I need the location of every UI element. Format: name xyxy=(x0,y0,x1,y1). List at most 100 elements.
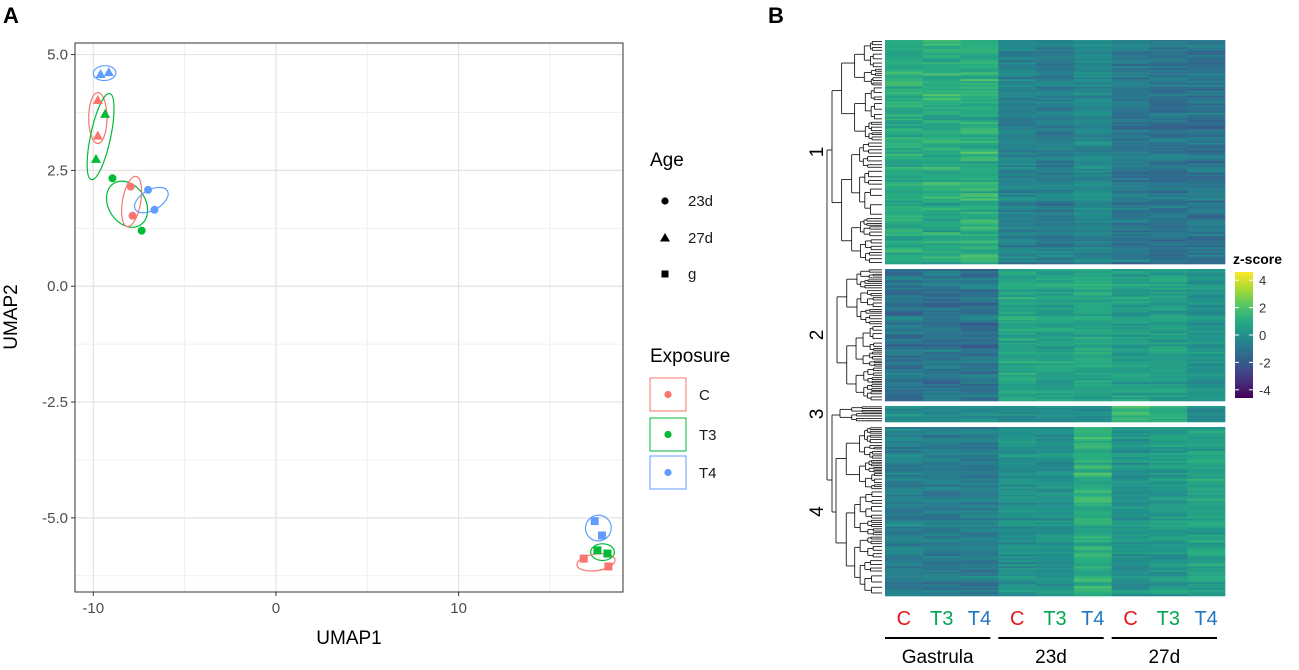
heatmap-cell xyxy=(885,308,924,311)
heatmap-cell xyxy=(1187,562,1226,565)
heatmap-cell xyxy=(922,304,961,308)
heatmap-cell xyxy=(1111,500,1150,503)
heatmap-cell xyxy=(1036,148,1075,151)
heatmap-cell xyxy=(960,189,999,192)
heatmap-cell xyxy=(1149,524,1188,527)
heatmap-cell xyxy=(998,436,1037,440)
heatmap-cell xyxy=(1036,570,1075,573)
heatmap-cell xyxy=(1073,420,1112,423)
heatmap-cell xyxy=(1187,105,1226,108)
heatmap-cell xyxy=(1036,208,1075,211)
heatmap-cell xyxy=(1149,165,1188,168)
heatmap-cell xyxy=(1149,127,1188,130)
heatmap-cell xyxy=(960,391,999,394)
heatmap-cell xyxy=(1111,350,1150,353)
heatmap-cell xyxy=(1073,448,1112,452)
heatmap-cell xyxy=(1149,191,1188,194)
heatmap-cell xyxy=(960,584,999,587)
heatmap-cell xyxy=(922,321,961,324)
heatmap-cell xyxy=(1036,584,1075,587)
heatmap-cell xyxy=(922,66,961,69)
heatmap-cell xyxy=(1073,506,1112,509)
heatmap-cell xyxy=(960,97,999,101)
heatmap-cell xyxy=(1036,588,1075,591)
heatmap-cell xyxy=(1073,118,1112,121)
heatmap-cell xyxy=(998,204,1037,207)
heatmap-cell xyxy=(1187,432,1226,436)
heatmap-cell xyxy=(1187,101,1226,104)
heatmap-cell xyxy=(922,399,961,402)
heatmap-cell xyxy=(1036,340,1075,343)
heatmap-cell xyxy=(1187,321,1226,324)
heatmap-cell xyxy=(1187,99,1226,102)
column-label: T3 xyxy=(1157,608,1180,630)
heatmap-cell xyxy=(1073,40,1112,43)
heatmap-cell xyxy=(960,494,999,497)
heatmap-cell xyxy=(1073,194,1112,198)
heatmap-cell xyxy=(922,45,961,48)
heatmap-cell xyxy=(1073,287,1112,291)
heatmap-cell xyxy=(960,468,999,472)
heatmap-cell xyxy=(1036,301,1075,304)
heatmap-cell xyxy=(960,295,999,298)
heatmap-cell xyxy=(1036,540,1075,543)
heatmap-cell xyxy=(1036,133,1075,136)
heatmap-cell xyxy=(1149,178,1188,181)
heatmap-cell xyxy=(1111,101,1150,104)
scatter-point xyxy=(95,69,106,79)
heatmap-cell xyxy=(1149,105,1188,108)
heatmap-cell xyxy=(1187,304,1226,308)
heatmap-cell xyxy=(1149,434,1188,438)
heatmap-cell xyxy=(1149,412,1188,415)
heatmap-cell xyxy=(885,516,924,519)
heatmap-cell xyxy=(1187,393,1226,396)
heatmap-cell xyxy=(1187,440,1226,444)
heatmap-cell xyxy=(885,464,924,468)
heatmap-cell xyxy=(885,295,924,298)
heatmap-cell xyxy=(1036,274,1075,277)
heatmap-cell xyxy=(1073,438,1112,442)
heatmap-cell xyxy=(922,387,961,390)
heatmap-cell xyxy=(1111,486,1150,489)
row-dendrogram xyxy=(826,41,882,594)
heatmap-cell xyxy=(1111,150,1150,153)
heatmap-cell xyxy=(998,181,1037,185)
heatmap-cell xyxy=(998,399,1037,402)
heatmap-cell xyxy=(885,427,924,430)
heatmap-cell xyxy=(885,420,924,423)
heatmap-cell xyxy=(998,161,1037,164)
heatmap-cell xyxy=(922,314,961,317)
heatmap-cell xyxy=(922,129,961,132)
heatmap-cell xyxy=(1073,554,1112,557)
heatmap-cell xyxy=(885,243,924,246)
heatmap-cell xyxy=(998,142,1037,145)
heatmap-cell xyxy=(1149,88,1188,91)
heatmap-cell xyxy=(1036,534,1075,537)
heatmap-cell xyxy=(922,287,961,291)
heatmap-cell xyxy=(922,436,961,440)
heatmap-cell xyxy=(885,122,924,125)
heatmap-cell xyxy=(1149,346,1188,349)
heatmap-cell xyxy=(1111,51,1150,54)
heatmap-cell xyxy=(960,376,999,379)
heatmap-cell xyxy=(1036,448,1075,452)
heatmap-cell xyxy=(1111,492,1150,495)
heatmap-cell xyxy=(1073,45,1112,48)
heatmap-cell xyxy=(1111,342,1150,345)
heatmap-cell xyxy=(1149,327,1188,330)
column-label: C xyxy=(1123,608,1137,630)
heatmap-cell xyxy=(885,496,924,499)
heatmap-cell xyxy=(922,64,961,67)
panel-a-label: A xyxy=(3,3,19,28)
heatmap-cell xyxy=(1036,101,1075,104)
heatmap-cell xyxy=(1187,500,1226,503)
heatmap-cell xyxy=(885,407,924,410)
heatmap-cell xyxy=(885,492,924,495)
heatmap-cell xyxy=(1036,204,1075,207)
heatmap-cell xyxy=(960,338,999,341)
heatmap-cell xyxy=(960,592,999,595)
heatmap-cell xyxy=(1149,359,1188,362)
scatter-point xyxy=(126,182,135,191)
heatmap-cell xyxy=(885,131,924,134)
heatmap-cell xyxy=(1149,508,1188,511)
